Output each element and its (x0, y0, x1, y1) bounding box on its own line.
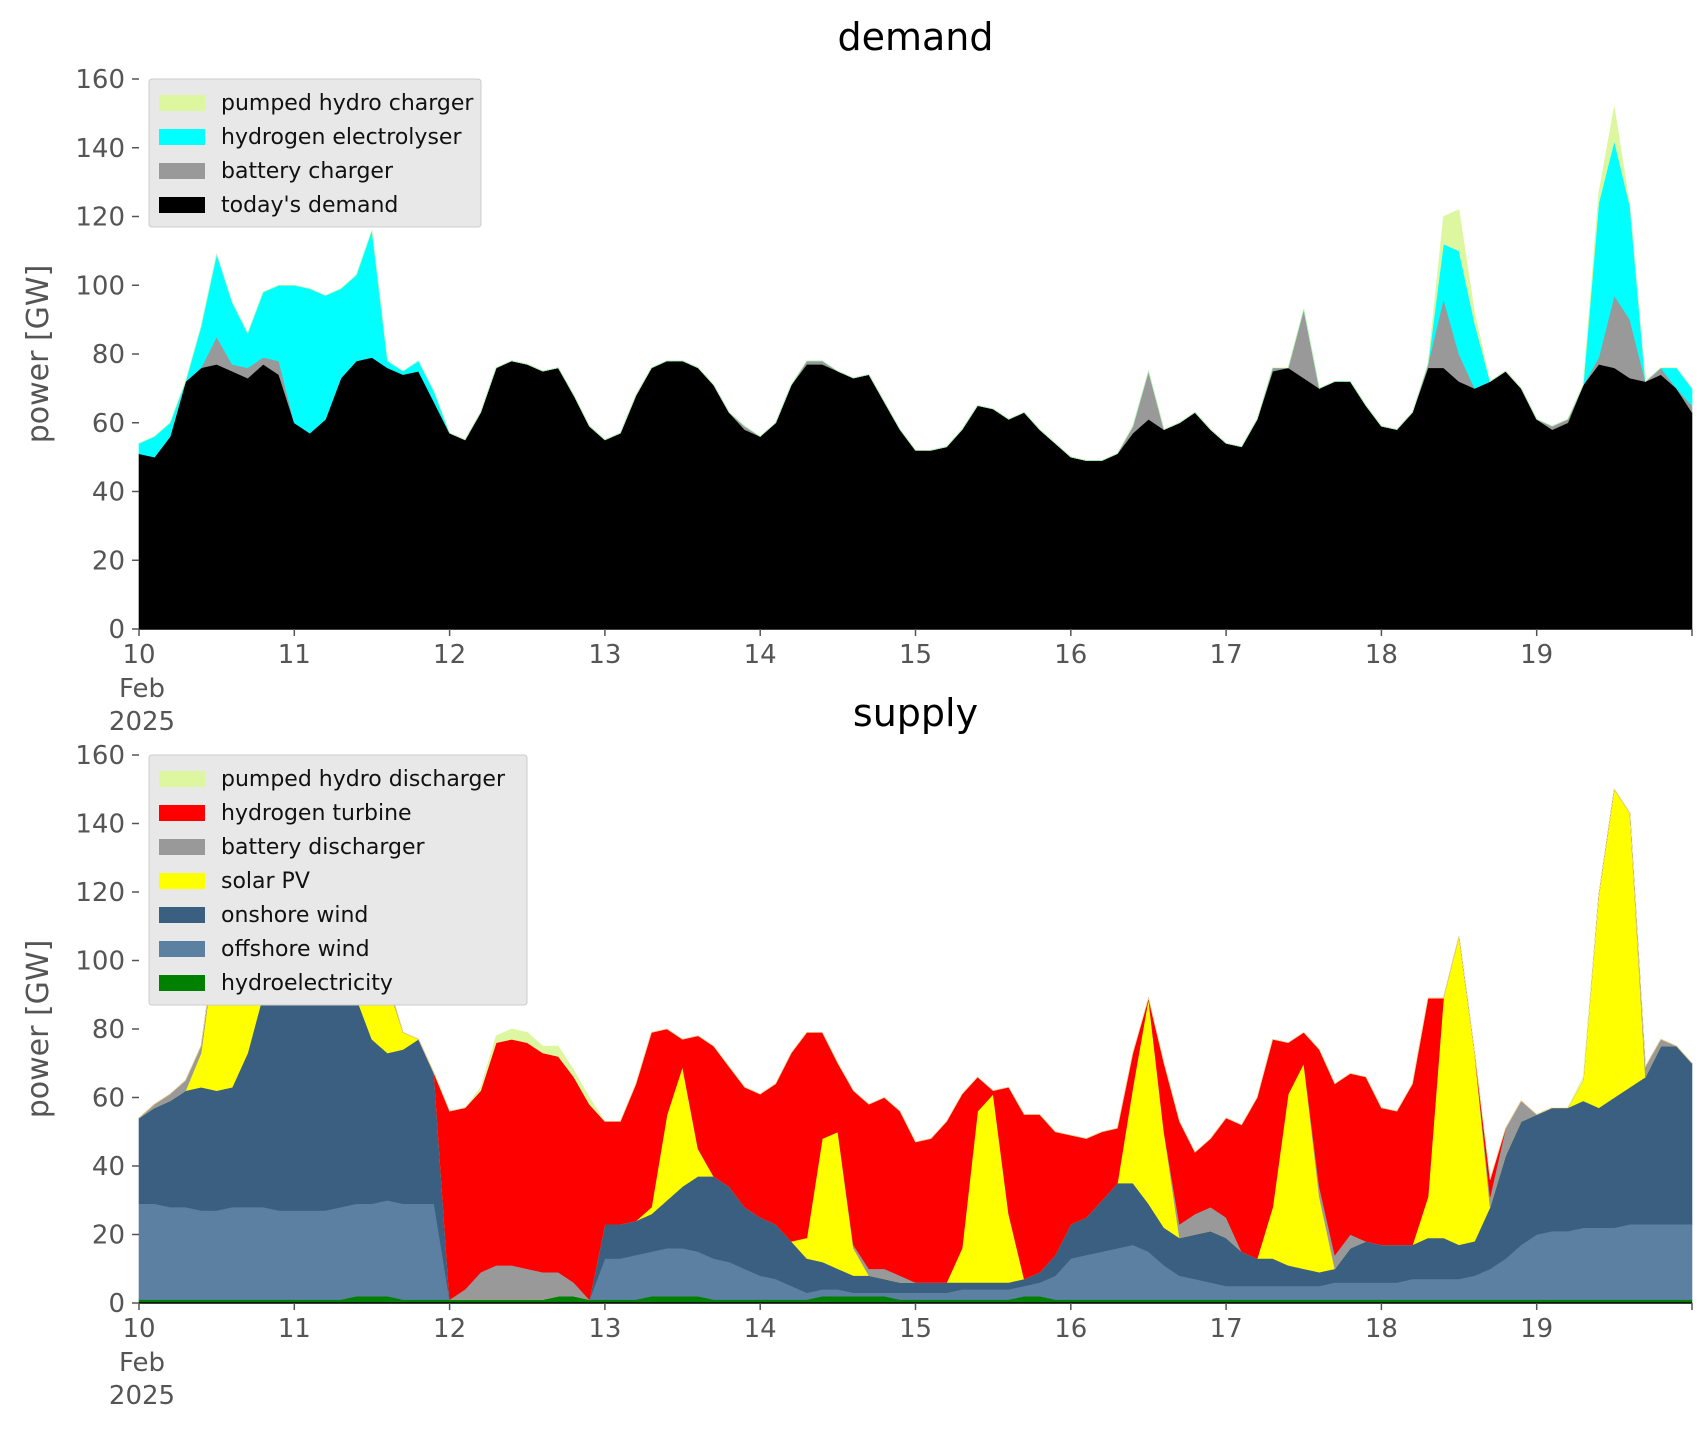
x-tick-label: 17 (1210, 640, 1243, 670)
x-tick-sublabel: Feb (119, 674, 165, 704)
area-pumped-hydro-charger (138, 106, 1693, 461)
x-tick-label: 13 (588, 640, 621, 670)
x-tick-label: 10 (122, 640, 155, 670)
legend-swatch (159, 975, 205, 991)
legend-swatch (159, 941, 205, 957)
y-tick-label: 140 (75, 810, 125, 840)
x-tick-label: 19 (1520, 640, 1553, 670)
legend-swatch (159, 197, 205, 213)
y-tick-label: 100 (75, 271, 125, 301)
legend-swatch (159, 129, 205, 145)
y-tick-label: 0 (108, 615, 125, 645)
legend-label: pumped hydro charger (221, 91, 474, 116)
x-tick-label: 11 (278, 640, 311, 670)
legend-label: hydrogen turbine (221, 801, 412, 826)
legend-label: battery discharger (221, 835, 426, 860)
legend-label: hydrogen electrolyser (221, 125, 462, 150)
y-tick-label: 160 (75, 65, 125, 95)
x-tick-label: 18 (1365, 640, 1398, 670)
y-tick-label: 60 (92, 1084, 125, 1114)
legend-label: onshore wind (221, 903, 368, 928)
y-tick-label: 120 (75, 878, 125, 908)
x-tick-label: 15 (899, 640, 932, 670)
x-tick-label: 17 (1210, 1314, 1243, 1344)
legend-box (148, 78, 482, 228)
x-tick-label: 12 (433, 640, 466, 670)
y-tick-label: 40 (92, 478, 125, 508)
y-tick-label: 160 (75, 741, 125, 771)
y-tick-label: 0 (108, 1289, 125, 1319)
legend-label: offshore wind (221, 937, 370, 962)
x-tick-label: 12 (433, 1314, 466, 1344)
area-pumped-hydro-discharger (138, 788, 1693, 1180)
legend-swatch (159, 907, 205, 923)
x-tick-sublabel: 2025 (109, 1381, 175, 1411)
legend-label: pumped hydro discharger (221, 767, 506, 792)
x-tick-label: 13 (588, 1314, 621, 1344)
legend-swatch (159, 805, 205, 821)
y-axis-label: power [GW] (21, 265, 56, 444)
x-tick-sublabel: Feb (119, 1348, 165, 1378)
y-tick-label: 120 (75, 203, 125, 233)
x-tick-label: 18 (1365, 1314, 1398, 1344)
legend-label: solar PV (221, 869, 310, 894)
x-tick-sublabel: 2025 (109, 707, 175, 737)
y-tick-label: 80 (92, 1015, 125, 1045)
y-tick-label: 20 (92, 546, 125, 576)
legend-label: hydroelectricity (221, 971, 393, 996)
legend-swatch (159, 163, 205, 179)
x-tick-label: 14 (744, 640, 777, 670)
y-tick-label: 80 (92, 340, 125, 370)
legend-box (148, 754, 528, 1006)
x-tick-label: 16 (1054, 640, 1087, 670)
legend-swatch (159, 873, 205, 889)
legend-label: today's demand (221, 193, 398, 218)
x-tick-label: 19 (1520, 1314, 1553, 1344)
panel-demand: 0 20 40 60 80 100 120 140 160 10 11 12 13 14 15 16 17 18 1… (21, 15, 1693, 737)
x-tick-label: 15 (899, 1314, 932, 1344)
y-tick-label: 60 (92, 409, 125, 439)
legend-label: battery charger (221, 159, 394, 184)
x-tick-label: 14 (744, 1314, 777, 1344)
chart-title: supply (853, 691, 978, 735)
legend-swatch (159, 839, 205, 855)
x-tick-label: 10 (122, 1314, 155, 1344)
y-tick-label: 100 (75, 947, 125, 977)
legend: pumped hydro discharger hydrogen turbine b… (148, 754, 528, 1006)
area-today-s-demand (138, 357, 1693, 630)
y-tick-label: 40 (92, 1152, 125, 1182)
y-axis-label: power [GW] (21, 940, 56, 1119)
legend-swatch (159, 771, 205, 787)
y-tick-label: 20 (92, 1221, 125, 1251)
chart-title: demand (837, 15, 993, 59)
y-tick-label: 140 (75, 134, 125, 164)
legend-swatch (159, 95, 205, 111)
legend: pumped hydro charger hydrogen electrolyse… (148, 78, 482, 228)
panel-supply: 0 20 40 60 80 100 120 140 160 10 11 12 13 14 15 16 17 18 1… (21, 691, 1693, 1411)
x-tick-label: 16 (1054, 1314, 1087, 1344)
x-tick-label: 11 (278, 1314, 311, 1344)
